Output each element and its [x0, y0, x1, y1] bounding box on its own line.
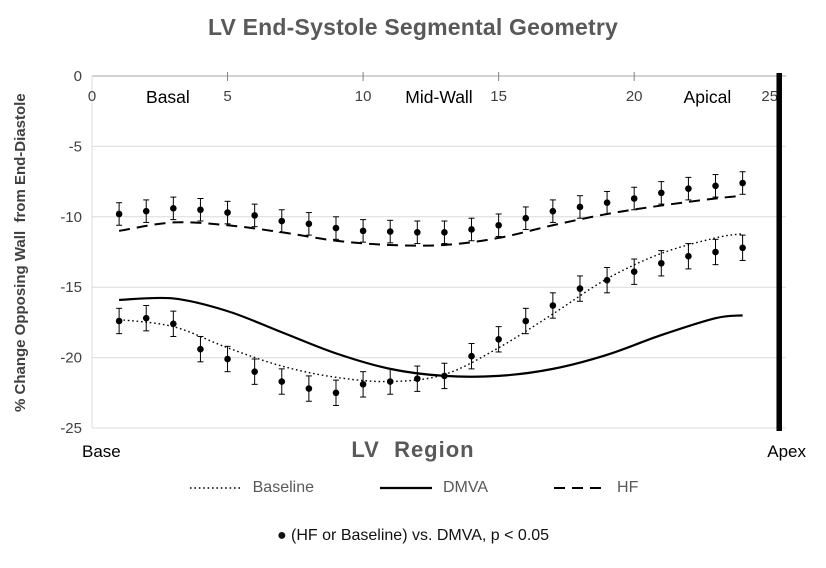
y-tick-labels: 0 -5 -10 -15 -20 -25 — [60, 68, 82, 437]
svg-text:5: 5 — [223, 88, 231, 105]
gridlines — [91, 72, 786, 429]
chart-legend: Baseline DMVA HF — [0, 479, 826, 497]
hf-curve — [118, 194, 743, 247]
chart-title: LV End-Systole Segmental Geometry — [207, 14, 619, 40]
legend-label: HF — [617, 479, 639, 496]
legend-item-dmva: DMVA — [378, 479, 488, 497]
x-axis-base-label: Base — [82, 442, 121, 461]
x-tick-labels: 0 5 10 15 20 25 — [88, 88, 778, 105]
svg-text:0: 0 — [88, 88, 96, 105]
svg-text:-10: -10 — [60, 209, 82, 226]
legend-item-baseline: Baseline — [188, 479, 314, 497]
svg-text:15: 15 — [490, 88, 507, 105]
svg-text:10: 10 — [355, 88, 372, 105]
svg-text:-25: -25 — [60, 420, 82, 437]
svg-text:Mid-Wall: Mid-Wall — [405, 87, 472, 107]
dmva-curve — [119, 296, 743, 378]
svg-text:20: 20 — [626, 88, 643, 105]
region-labels: Basal Mid-Wall Apical — [146, 87, 731, 107]
x-axis-apex-label: Apex — [767, 442, 806, 461]
hf-significance-markers — [115, 171, 746, 245]
y-axis-title: % Change Opposing Wall from End-Diastole — [12, 93, 29, 413]
legend-dashed-line-sample — [554, 487, 607, 489]
svg-text:-15: -15 — [60, 279, 82, 296]
significance-footnote: ● (HF or Baseline) vs. DMVA, p < 0.05 — [276, 527, 550, 544]
legend-label: DMVA — [443, 479, 489, 496]
svg-text:0: 0 — [74, 68, 82, 85]
baseline-significance-markers — [115, 234, 746, 406]
svg-text:-5: -5 — [69, 138, 82, 155]
svg-text:Apical: Apical — [684, 87, 732, 107]
legend-item-hf: HF — [552, 479, 638, 497]
legend-label: Baseline — [252, 479, 314, 496]
svg-text:25: 25 — [761, 88, 778, 105]
x-axis-title: LV Region — [351, 437, 475, 462]
svg-text:Basal: Basal — [146, 87, 190, 107]
legend-solid-line-sample — [380, 486, 432, 490]
svg-text:-20: -20 — [60, 350, 82, 367]
legend-dotted-line-sample — [189, 487, 242, 489]
